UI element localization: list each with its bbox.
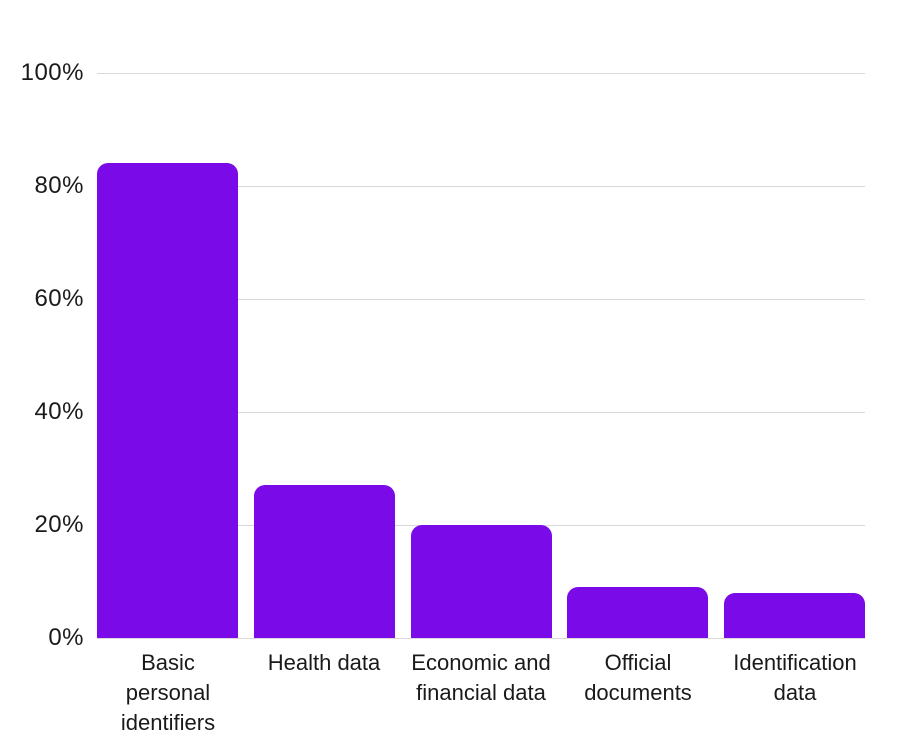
gridline-60 — [97, 299, 865, 300]
bar-official-documents — [567, 587, 708, 638]
x-axis-category-label: Economic and financial data — [393, 648, 569, 708]
bar-health-data — [254, 485, 395, 638]
y-axis-tick-label: 80% — [34, 172, 84, 199]
gridline-40 — [97, 412, 865, 413]
bar-economic-and-financial-data — [411, 525, 552, 638]
category-label-line: Economic and — [411, 650, 551, 675]
category-label-line: personal — [125, 680, 211, 705]
x-axis-category-label: Identification data — [707, 648, 883, 708]
category-label-line: data — [773, 680, 817, 705]
x-axis-category-label: Health data — [236, 648, 412, 678]
y-axis-tick-label: 40% — [34, 398, 84, 425]
bar-identification-data — [724, 593, 865, 638]
category-label-line: financial data — [416, 680, 546, 705]
gridline-80 — [97, 186, 865, 187]
x-axis-category-label: Basic personal identifiers — [80, 648, 256, 738]
x-axis-category-label: Official documents — [550, 648, 726, 708]
category-label-line: Official — [604, 650, 672, 675]
category-label-line: Basic — [141, 650, 195, 675]
category-label-line: identifiers — [120, 710, 216, 735]
category-label-line: documents — [584, 680, 692, 705]
y-axis-tick-label: 60% — [34, 285, 84, 312]
gridline-100 — [97, 73, 865, 74]
y-axis-tick-label: 0% — [48, 624, 84, 651]
bar-basic-personal-identifiers — [97, 163, 238, 638]
category-label-line: Health data — [267, 650, 381, 675]
y-axis-tick-label: 100% — [20, 59, 84, 86]
gridline-0 — [97, 638, 865, 639]
y-axis-tick-label: 20% — [34, 511, 84, 538]
category-label-line: Identification — [733, 650, 857, 675]
